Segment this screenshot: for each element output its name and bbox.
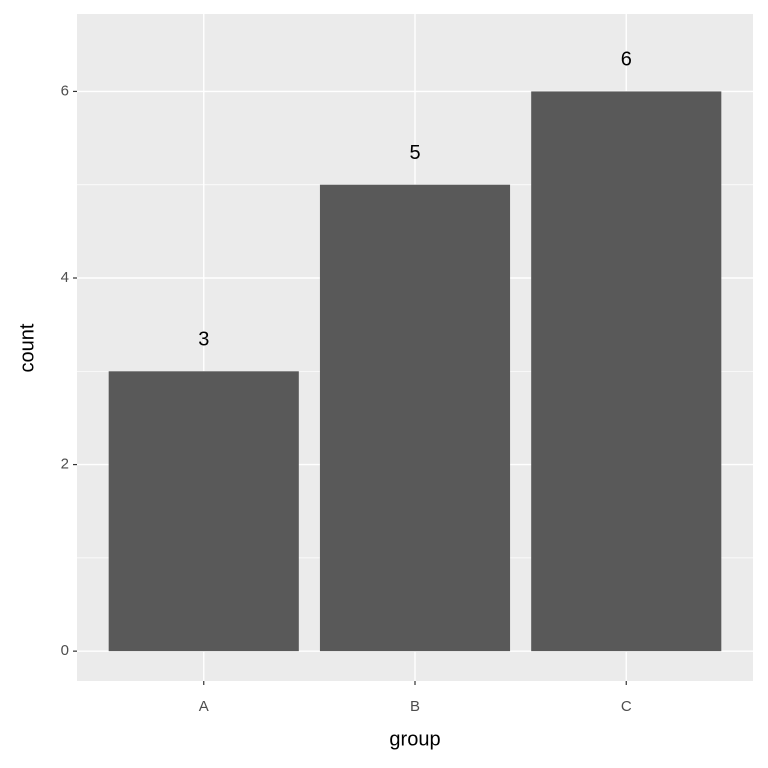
x-axis-title: group (389, 728, 440, 750)
y-tick-label: 2 (61, 456, 69, 473)
x-tick-label: C (621, 698, 632, 715)
y-axis-title: count (16, 323, 38, 372)
bar (319, 184, 511, 652)
y-tick-label: 0 (61, 642, 69, 659)
bar (531, 91, 722, 652)
value-label: 6 (621, 49, 632, 71)
value-label: 3 (198, 329, 209, 351)
x-tick-label: A (199, 698, 209, 715)
y-tick-label: 6 (61, 82, 69, 99)
marks: 3 5 6 (108, 49, 722, 652)
value-label: 5 (409, 142, 420, 164)
bar (108, 371, 299, 652)
y-tick-label: 4 (61, 269, 69, 286)
x-tick-label: B (410, 698, 420, 715)
